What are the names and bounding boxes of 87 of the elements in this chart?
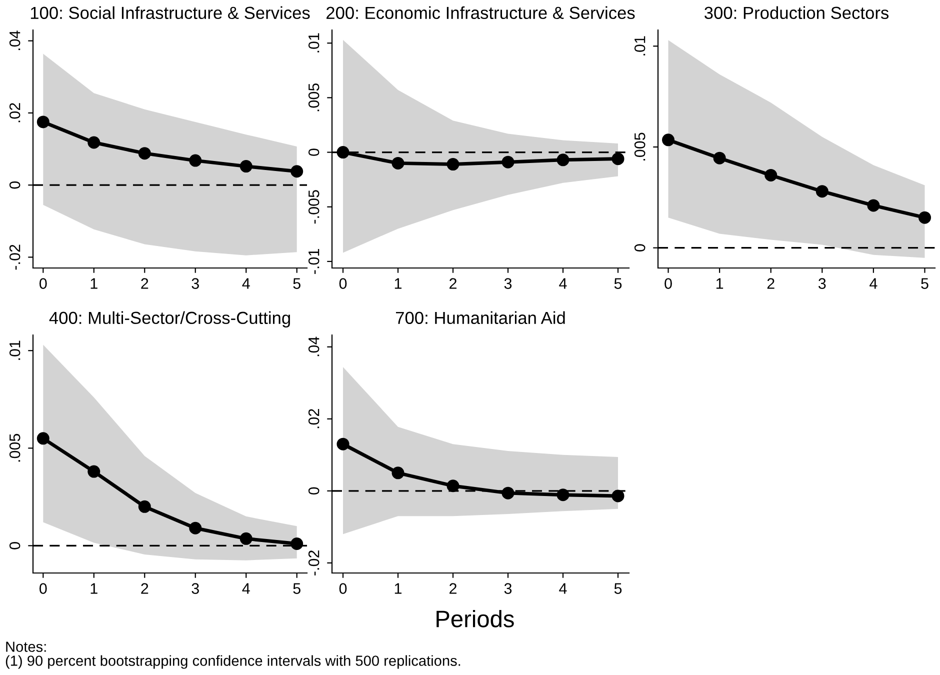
point xyxy=(290,165,304,178)
x-tick-label: 5 xyxy=(614,583,622,594)
x-tick-label: 3 xyxy=(504,278,512,289)
x-tick-label: 1 xyxy=(90,583,98,594)
x-tick-label: 4 xyxy=(559,278,567,289)
y-tick-label: 0 xyxy=(634,244,646,252)
x-tick-label: 5 xyxy=(293,278,300,289)
x-tick-label: 5 xyxy=(293,583,300,594)
chart-title: 400: Multi-Sector/Cross-Cutting xyxy=(49,311,290,328)
y-tick-label: 0 xyxy=(308,148,320,156)
y-tick-label: .02 xyxy=(308,409,320,428)
point xyxy=(240,160,252,173)
y-tick-label: -.005 xyxy=(308,190,320,224)
x-tick-label: 3 xyxy=(192,278,199,289)
point xyxy=(138,500,151,513)
point xyxy=(612,152,624,166)
point xyxy=(336,438,350,450)
point xyxy=(88,465,100,478)
x-tick-label: 2 xyxy=(141,278,148,289)
y-tick-label: .01 xyxy=(308,33,320,52)
point xyxy=(662,134,675,146)
y-tick-label: 0 xyxy=(308,487,320,495)
x-tick-label: 3 xyxy=(192,583,199,594)
x-tick-label: 2 xyxy=(450,278,456,289)
x-axis-title: Periods xyxy=(436,610,514,628)
point xyxy=(392,466,404,480)
point xyxy=(189,522,202,534)
point xyxy=(138,147,151,160)
point xyxy=(36,116,50,128)
y-tick-label: .01 xyxy=(9,340,20,360)
y-tick-label: 0 xyxy=(9,542,20,550)
point xyxy=(502,486,514,500)
y-tick-label: -.02 xyxy=(308,550,320,576)
y-tick-label: -.02 xyxy=(9,244,20,270)
point xyxy=(189,154,202,167)
x-tick-label: 4 xyxy=(870,278,878,289)
y-tick-label: 0 xyxy=(9,181,20,189)
x-tick-label: 3 xyxy=(504,583,512,594)
x-tick-label: 2 xyxy=(767,278,774,289)
point xyxy=(713,152,726,164)
point xyxy=(612,490,624,502)
point xyxy=(918,211,931,224)
x-tick-label: 2 xyxy=(141,583,148,594)
y-tick-label: .005 xyxy=(634,132,646,160)
point xyxy=(240,532,252,545)
y-tick-label: .04 xyxy=(308,336,320,356)
point xyxy=(556,488,570,502)
chart-title: 700: Humanitarian Aid xyxy=(396,311,565,324)
text: (1) 90 percent bootstrapping confidence intervals with 500 replications. xyxy=(6,655,460,669)
point xyxy=(867,199,880,212)
y-tick-label: .04 xyxy=(9,30,20,50)
y-tick-label: .01 xyxy=(634,36,646,56)
x-tick-label: 1 xyxy=(394,278,402,289)
x-tick-label: 0 xyxy=(339,583,347,594)
x-tick-label: 0 xyxy=(339,278,347,289)
point xyxy=(336,146,350,159)
point xyxy=(36,432,50,445)
x-tick-label: 2 xyxy=(450,583,456,594)
x-tick-label: 4 xyxy=(559,583,567,594)
x-tick-label: 1 xyxy=(90,278,98,289)
point xyxy=(764,168,778,182)
x-tick-label: 4 xyxy=(242,278,250,289)
point xyxy=(502,156,514,168)
point xyxy=(392,156,404,170)
y-tick-label: .005 xyxy=(9,434,20,462)
y-tick-label: -.01 xyxy=(308,249,320,274)
x-tick-label: 0 xyxy=(39,583,47,594)
x-tick-label: 5 xyxy=(614,278,622,289)
point xyxy=(446,480,460,492)
x-tick-label: 0 xyxy=(39,278,47,289)
x-tick-label: 1 xyxy=(716,278,724,289)
text: Notes: xyxy=(6,642,46,652)
point xyxy=(816,185,828,198)
y-tick-label: .005 xyxy=(308,83,320,112)
chart-title: 200: Economic Infrastructure & Services xyxy=(326,6,635,20)
x-tick-label: 0 xyxy=(664,278,672,289)
x-tick-label: 4 xyxy=(242,583,250,594)
point xyxy=(446,158,460,171)
x-tick-label: 5 xyxy=(921,278,928,289)
point xyxy=(290,537,304,550)
x-tick-label: 1 xyxy=(394,583,402,594)
chart-title: 100: Social Infrastructure & Services xyxy=(30,6,310,20)
point xyxy=(88,136,100,149)
point xyxy=(556,154,570,166)
chart-title: 300: Production Sectors xyxy=(704,6,889,20)
x-tick-label: 3 xyxy=(818,278,826,289)
y-tick-label: .02 xyxy=(9,103,20,122)
